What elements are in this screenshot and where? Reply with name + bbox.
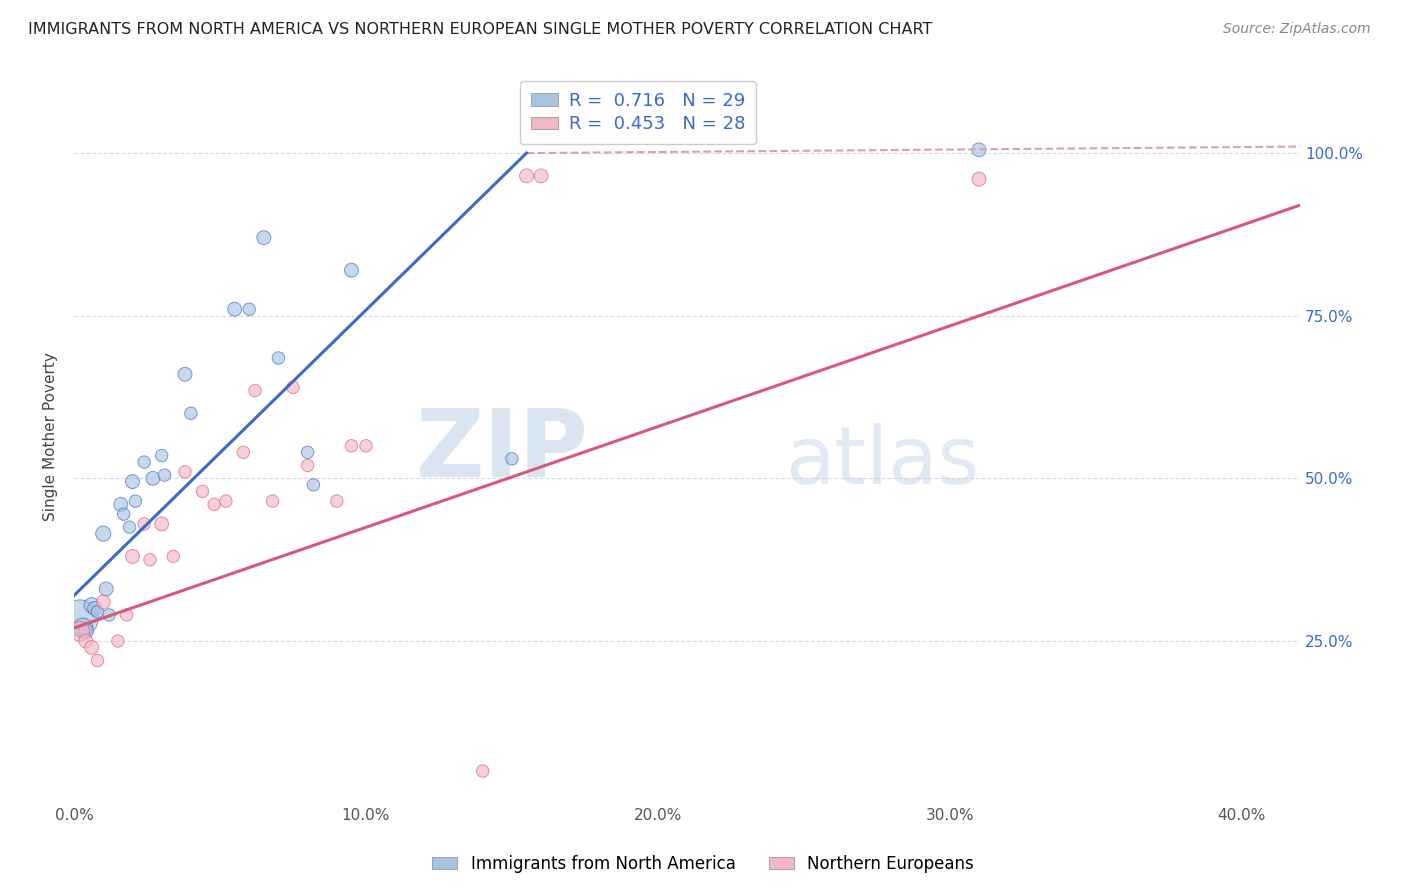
Point (142, 471, 165, 485)
Point (134, 516, 156, 531)
Point (302, 478, 325, 492)
Point (110, 497, 132, 511)
Point (91, 595, 114, 609)
Point (471, 764, 494, 778)
Point (112, 507, 135, 521)
Point (153, 468, 176, 483)
Point (340, 263, 363, 277)
Point (121, 549, 143, 564)
Point (530, 169, 553, 183)
Point (202, 497, 225, 511)
Point (80, 640, 103, 655)
Point (162, 549, 184, 564)
Point (80, 598, 103, 612)
Point (267, 351, 290, 365)
Point (83, 601, 105, 615)
Point (340, 439, 363, 453)
Point (91, 526, 114, 541)
Point (253, 230, 276, 244)
Point (150, 516, 173, 531)
Point (86, 605, 108, 619)
Text: ZIP: ZIP (416, 405, 589, 497)
Text: Source: ZipAtlas.com: Source: ZipAtlas.com (1223, 22, 1371, 37)
Point (232, 445, 254, 459)
Point (180, 406, 202, 420)
Point (967, 172, 990, 186)
Point (215, 494, 238, 508)
Point (243, 384, 266, 398)
Point (297, 445, 319, 459)
Point (124, 494, 146, 508)
Point (191, 484, 214, 499)
Point (69, 611, 91, 625)
Point (174, 368, 197, 382)
Y-axis label: Single Mother Poverty: Single Mother Poverty (44, 351, 58, 521)
Point (98, 607, 121, 622)
Point (224, 302, 246, 317)
Point (72, 621, 94, 635)
Point (139, 552, 162, 566)
Point (134, 455, 156, 469)
Point (967, 143, 990, 157)
Point (96, 582, 118, 596)
Legend: Immigrants from North America, Northern Europeans: Immigrants from North America, Northern … (426, 848, 980, 880)
Point (121, 475, 143, 489)
Point (150, 449, 173, 463)
Text: atlas: atlas (785, 423, 980, 500)
Point (75, 624, 97, 639)
Point (69, 624, 91, 639)
Point (501, 451, 523, 466)
Point (281, 380, 304, 394)
Point (174, 465, 197, 479)
Point (515, 169, 537, 183)
Point (262, 494, 284, 508)
Point (297, 458, 319, 473)
Text: IMMIGRANTS FROM NORTH AMERICA VS NORTHERN EUROPEAN SINGLE MOTHER POVERTY CORRELA: IMMIGRANTS FROM NORTH AMERICA VS NORTHER… (28, 22, 932, 37)
Point (354, 439, 377, 453)
Point (238, 302, 260, 317)
Point (86, 653, 108, 667)
Point (118, 520, 141, 534)
Point (115, 607, 138, 622)
Legend: R =  0.716   N = 29, R =  0.453   N = 28: R = 0.716 N = 29, R = 0.453 N = 28 (520, 81, 756, 145)
Point (326, 494, 349, 508)
Point (107, 634, 129, 648)
Point (75, 634, 97, 648)
